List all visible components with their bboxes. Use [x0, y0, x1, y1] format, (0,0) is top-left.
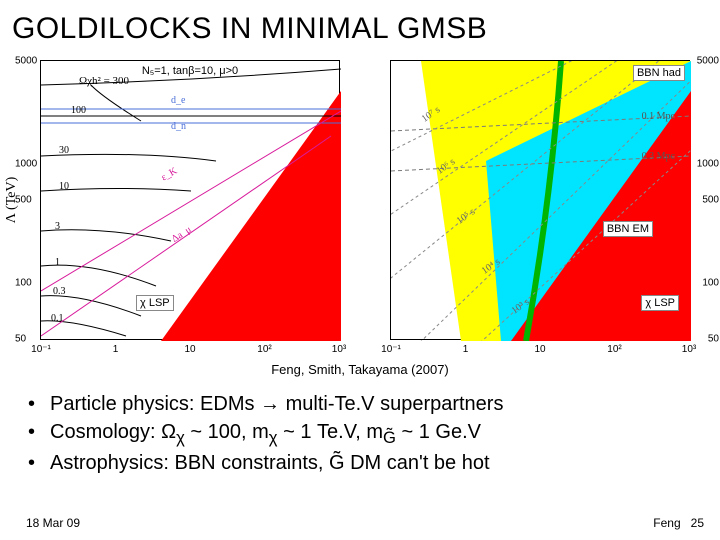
b2-post: ~ 1 Ge.V	[396, 421, 481, 443]
bullet-1: • Particle physics: EDMs → multi-Te.V su…	[28, 390, 503, 418]
param-label: N₅=1, tanβ=10, μ>0	[142, 65, 238, 77]
ryt0: 50	[708, 334, 719, 345]
xt2: 10	[184, 344, 195, 355]
de-label: d_e	[171, 95, 185, 106]
footer-pagenum: 25	[691, 516, 704, 530]
b2-pre: Cosmology: Ω	[50, 421, 176, 443]
c10: 10	[59, 181, 69, 192]
left-chart: Λ (TeV)	[40, 60, 340, 340]
right-plot: BBN had BBN EM χ LSP 0.1 Mpc 0.3 Mpc 10⁷…	[390, 60, 690, 340]
xt3: 10²	[257, 344, 271, 355]
slide-title: GOLDILOCKS IN MINIMAL GMSB	[12, 12, 487, 46]
bullet-dot: •	[28, 449, 50, 477]
ryt2: 500	[702, 195, 719, 206]
chi-lsp-right: χ LSP	[641, 295, 679, 311]
rxt1: 1	[463, 344, 469, 355]
c03: 0.3	[53, 286, 66, 297]
yt0: 50	[15, 334, 26, 345]
c100: 100	[71, 105, 86, 116]
b2-s1: χ	[176, 428, 185, 447]
b2-m2: ~ 1 Te.V, m	[278, 421, 383, 443]
c30: 30	[59, 145, 69, 156]
c01: 0.1	[51, 313, 64, 324]
bullet-3: • Astrophysics: BBN constraints, G̃ DM c…	[28, 449, 503, 477]
bullet-2: • Cosmology: Ωχ ~ 100, mχ ~ 1 Te.V, mG̃ …	[28, 418, 503, 449]
citation: Feng, Smith, Takayama (2007)	[271, 362, 449, 377]
left-plot: N₅=1, tanβ=10, μ>0 Ωχh² = 300 100 30 10 …	[40, 60, 340, 340]
bbn-em-label: BBN EM	[603, 221, 653, 237]
rxt0: 10⁻¹	[381, 344, 401, 355]
rxt4: 10³	[682, 344, 696, 355]
charts-container: Λ (TeV)	[20, 60, 700, 360]
xt1: 1	[113, 344, 119, 355]
bbn-had-label: BBN had	[633, 65, 685, 81]
yt2: 500	[15, 195, 32, 206]
xt4: 10³	[332, 344, 346, 355]
yt4: 5000	[15, 56, 37, 67]
mpc01: 0.1 Mpc	[642, 111, 675, 122]
footer-right: Feng 25	[653, 516, 704, 530]
bullet-list: • Particle physics: EDMs → multi-Te.V su…	[28, 390, 503, 477]
chi-lsp-left: χ LSP	[136, 295, 174, 311]
left-plot-svg	[41, 61, 341, 341]
bullet-3-text: Astrophysics: BBN constraints, G̃ DM can…	[50, 449, 490, 477]
right-chart: m_χ (GeV)	[390, 60, 690, 340]
b2-s2: χ	[269, 428, 278, 447]
c3: 3	[55, 221, 60, 232]
dn-label: d_n	[171, 121, 186, 132]
ryt4: 5000	[697, 56, 719, 67]
bullet-dot: •	[28, 418, 50, 449]
bullet-1-text: Particle physics: EDMs → multi-Te.V supe…	[50, 390, 503, 418]
rxt3: 10²	[607, 344, 621, 355]
yt3: 1000	[15, 158, 37, 169]
bullet-dot: •	[28, 390, 50, 418]
bullet-2-text: Cosmology: Ωχ ~ 100, mχ ~ 1 Te.V, mG̃ ~ …	[50, 418, 481, 449]
b2-m1: ~ 100, m	[185, 421, 269, 443]
ryt1: 100	[702, 278, 719, 289]
footer-date: 18 Mar 09	[26, 516, 80, 530]
xt0: 10⁻¹	[31, 344, 51, 355]
red-region-left	[161, 91, 341, 341]
footer-name: Feng	[653, 516, 680, 530]
rxt2: 10	[534, 344, 545, 355]
ryt3: 1000	[697, 158, 719, 169]
b2-s3: G̃	[383, 428, 396, 447]
omega-300-label: Ωχh² = 300	[79, 75, 129, 87]
mpc03: 0.3 Mpc	[642, 151, 675, 162]
c1: 1	[55, 257, 60, 268]
yt1: 100	[15, 278, 32, 289]
